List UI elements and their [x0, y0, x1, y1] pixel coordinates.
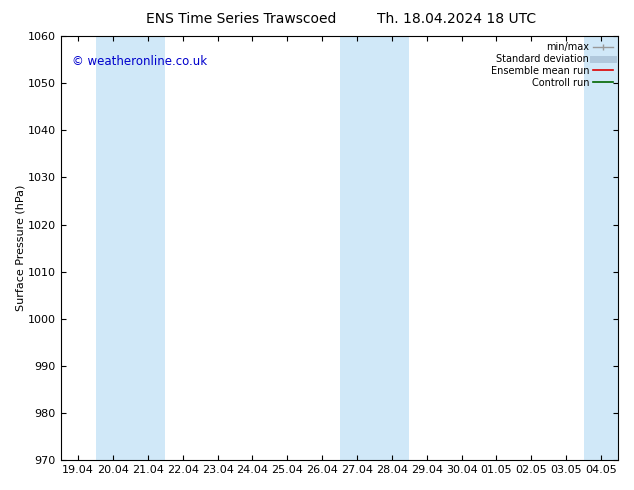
Bar: [340, 36, 410, 460]
Bar: [584, 36, 619, 460]
Y-axis label: Surface Pressure (hPa): Surface Pressure (hPa): [15, 185, 25, 311]
Bar: [96, 36, 165, 460]
Legend: min/max, Standard deviation, Ensemble mean run, Controll run: min/max, Standard deviation, Ensemble me…: [487, 38, 616, 92]
Text: ENS Time Series Trawscoed: ENS Time Series Trawscoed: [146, 12, 336, 26]
Text: Th. 18.04.2024 18 UTC: Th. 18.04.2024 18 UTC: [377, 12, 536, 26]
Text: © weatheronline.co.uk: © weatheronline.co.uk: [72, 55, 207, 68]
